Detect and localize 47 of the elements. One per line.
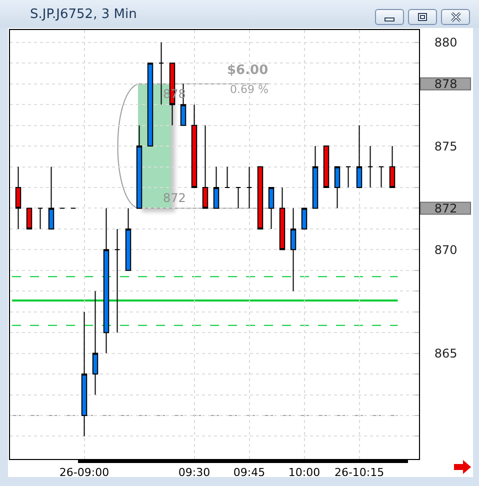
ref-line-label: 878 — [163, 87, 186, 101]
y-tick-label: 872 — [434, 201, 458, 216]
candlestick — [323, 146, 330, 188]
candlestick — [213, 166, 220, 209]
candlestick — [345, 166, 352, 188]
y-tick-label: 870 — [434, 242, 458, 257]
x-tick-label: 09:30 — [178, 466, 210, 480]
candlestick — [312, 146, 318, 209]
candlestick — [158, 42, 164, 106]
candlestick — [26, 208, 32, 230]
x-tick-label: 26-10:15 — [334, 466, 384, 480]
candlestick — [356, 124, 362, 188]
ref-line-label: 872 — [163, 191, 186, 205]
candlestick — [224, 166, 230, 188]
candlestick — [268, 187, 274, 230]
candlestick — [301, 208, 308, 230]
candlestick — [147, 62, 154, 147]
chart-title: S.JP.J6752, 3 Min — [30, 7, 137, 22]
y-tick-label: 865 — [434, 346, 458, 360]
annotation: $6.00 — [227, 63, 268, 78]
candlestick — [257, 166, 264, 230]
candlestick — [235, 187, 242, 209]
candlestick — [279, 187, 286, 250]
candlestick — [15, 166, 22, 230]
candlestick — [48, 166, 54, 230]
y-tick-label: 880 — [434, 36, 458, 50]
candlestick — [290, 208, 296, 292]
candlestick — [389, 146, 396, 188]
x-tick-label: 09:45 — [233, 466, 266, 480]
candlestick — [136, 124, 142, 209]
candlestick — [246, 166, 252, 209]
candlestick — [334, 166, 340, 209]
y-tick-label: 875 — [434, 139, 458, 154]
candlestick — [378, 166, 384, 188]
x-tick-label: 10:00 — [288, 466, 320, 480]
candlestick — [191, 104, 198, 188]
x-tick-label: 26-09:00 — [59, 466, 110, 480]
y-tick-label: 878 — [434, 77, 458, 92]
candlestick — [81, 311, 88, 437]
annotation: 0.69 % — [230, 83, 268, 96]
candlestick — [92, 290, 98, 396]
candlestick — [125, 208, 132, 271]
candlestick — [103, 208, 110, 354]
candlestick — [202, 124, 208, 209]
candlestick — [114, 228, 120, 334]
candlestick — [367, 146, 374, 188]
candlestick — [37, 208, 44, 230]
